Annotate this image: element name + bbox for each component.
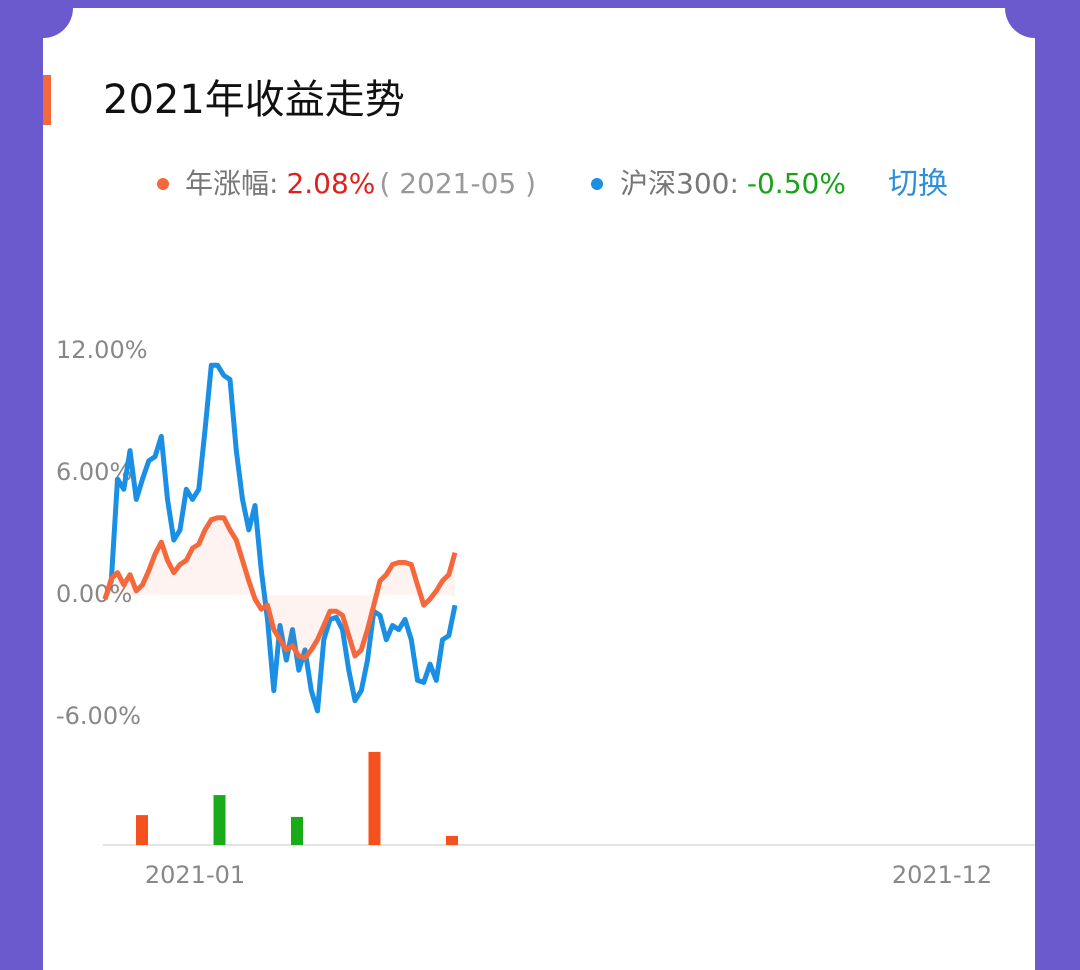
legend-summary: 2.08%: [286, 167, 375, 200]
x-tick-label: 2021-01: [145, 861, 245, 889]
y-tick-label: 0.00%: [56, 580, 132, 608]
card-notch: [13, 0, 73, 38]
line: [102, 515, 458, 661]
bar: [291, 816, 303, 845]
line: [102, 362, 458, 714]
bar: [213, 795, 226, 845]
legend-dot: [591, 178, 603, 190]
chart-title: 2021年收益走势: [103, 77, 405, 123]
legend-text: 沪深300: -0.50%: [620, 167, 846, 200]
legend-name: 年涨幅:: [185, 167, 278, 200]
legend-dot: [157, 178, 169, 190]
card: [43, 8, 1035, 970]
y-tick-label: -6.00%: [56, 702, 141, 730]
bar: [446, 835, 458, 845]
title-accent: [43, 75, 51, 125]
toggle-button[interactable]: 切换: [888, 167, 948, 202]
bar: [368, 751, 381, 845]
bar: [136, 815, 148, 845]
legend-text: 年涨幅: 2.08%( 2021-05 ): [185, 167, 536, 200]
legend-summary: -0.50%: [747, 167, 846, 200]
legend-name: 沪深300:: [620, 167, 739, 200]
legend-period: ( 2021-05 ): [379, 167, 536, 200]
x-tick-label: 2021-12: [892, 861, 992, 889]
card-notch: [1005, 0, 1065, 38]
y-tick-label: 12.00%: [56, 336, 148, 364]
